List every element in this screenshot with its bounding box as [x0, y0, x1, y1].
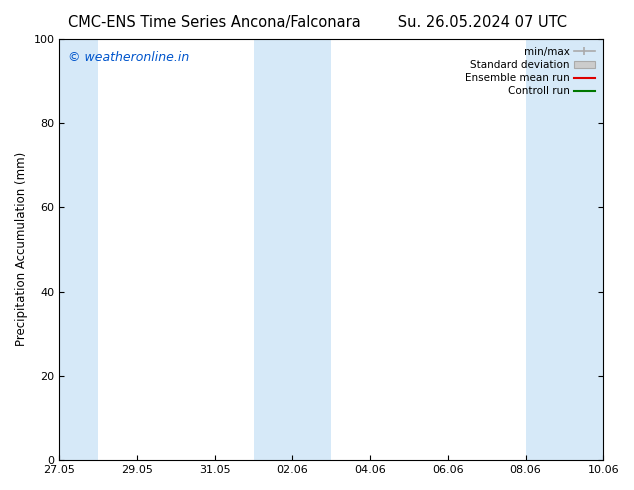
Text: CMC-ENS Time Series Ancona/Falconara        Su. 26.05.2024 07 UTC: CMC-ENS Time Series Ancona/Falconara Su.… [67, 15, 567, 30]
Legend: min/max, Standard deviation, Ensemble mean run, Controll run: min/max, Standard deviation, Ensemble me… [462, 44, 598, 99]
Bar [254, 39, 332, 460]
Y-axis label: Precipitation Accumulation (mm): Precipitation Accumulation (mm) [15, 152, 28, 346]
Bar [526, 39, 603, 460]
Bar [60, 39, 98, 460]
Text: © weatheronline.in: © weatheronline.in [68, 51, 189, 64]
